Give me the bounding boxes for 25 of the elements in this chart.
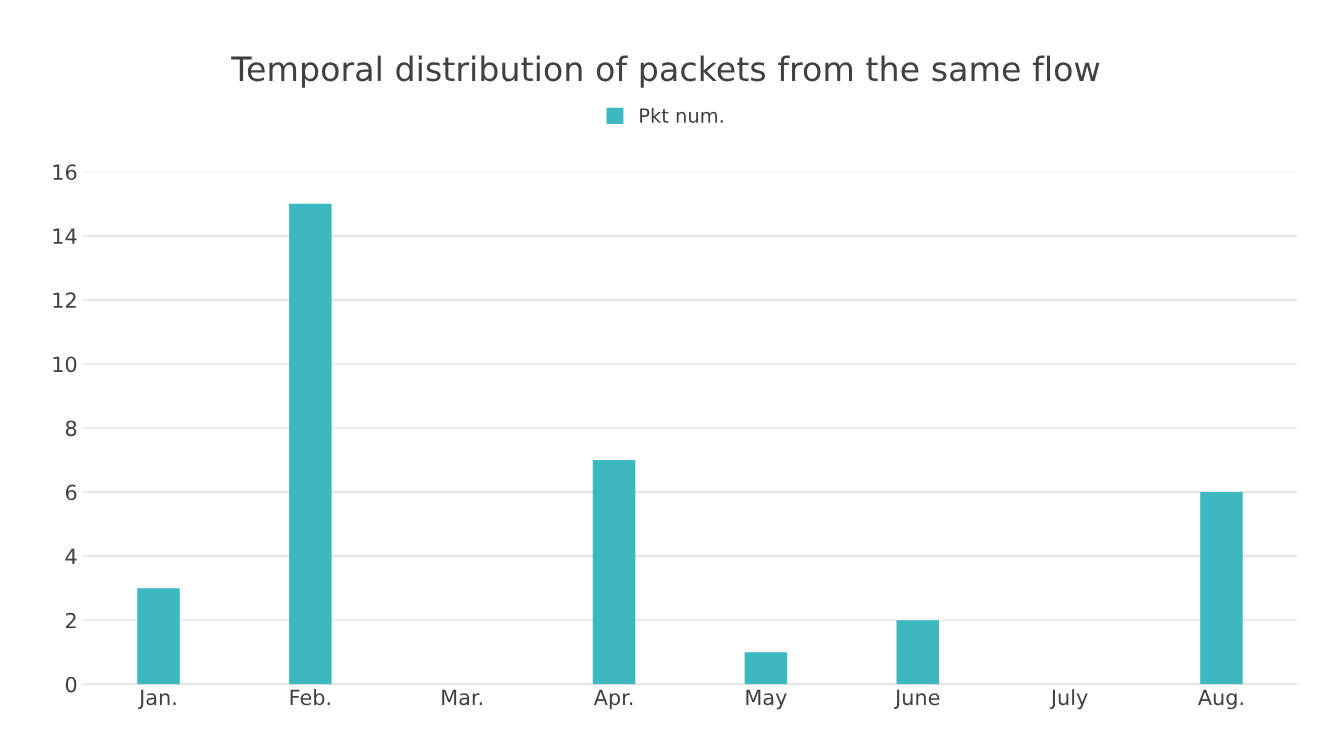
y-tick-label: 2 [65, 612, 76, 629]
y-tick-label: 4 [65, 548, 77, 565]
x-tick-label: Apr. [593, 689, 633, 710]
bar [592, 460, 636, 685]
bar [289, 203, 332, 685]
y-tick-label: 8 [65, 420, 77, 437]
y-tick-label: 12 [53, 292, 76, 308]
x-tick-label: Mar. [442, 689, 482, 706]
x-tick-label: June [893, 689, 940, 710]
x-tick-label: Aug. [1197, 689, 1243, 710]
x-tick-label: Jan. [138, 689, 176, 710]
bar [896, 620, 940, 685]
bar [744, 652, 788, 685]
chart-title: Temporal distribution of packets from the same flow [231, 55, 1100, 88]
legend-label: Pkt num. [640, 107, 723, 123]
x-tick-label: Feb. [290, 689, 330, 706]
y-tick-label: 14 [53, 228, 77, 244]
x-tick-label: May [746, 689, 787, 710]
y-tick-label: 16 [53, 164, 77, 181]
x-tick-label: July [1049, 689, 1088, 710]
y-tick-label: 10 [53, 356, 77, 373]
bar [1200, 492, 1243, 685]
y-tick-label: 0 [65, 676, 77, 693]
bar [137, 588, 180, 685]
y-tick-label: 6 [65, 484, 77, 501]
